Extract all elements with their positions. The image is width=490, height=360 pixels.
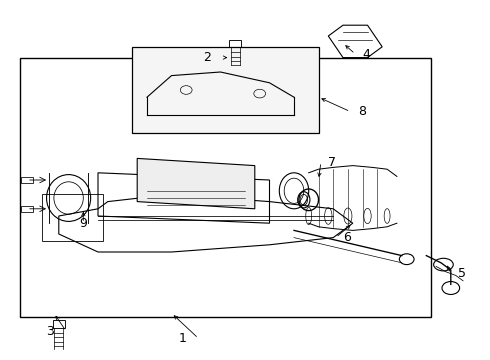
Text: 5: 5: [458, 267, 466, 280]
Polygon shape: [137, 158, 255, 209]
Bar: [42, 194, 103, 241]
Text: 6: 6: [343, 231, 351, 244]
Bar: [21, 206, 33, 212]
Bar: [229, 40, 241, 47]
Text: 8: 8: [358, 105, 366, 118]
Text: 9: 9: [79, 217, 87, 230]
Text: 3: 3: [46, 325, 54, 338]
Bar: [132, 47, 318, 133]
Text: 1: 1: [178, 332, 186, 345]
Bar: [53, 320, 65, 328]
Bar: [20, 58, 431, 317]
Bar: [21, 177, 33, 183]
Text: 7: 7: [328, 156, 336, 168]
Text: 2: 2: [203, 51, 211, 64]
Text: 4: 4: [363, 48, 370, 60]
